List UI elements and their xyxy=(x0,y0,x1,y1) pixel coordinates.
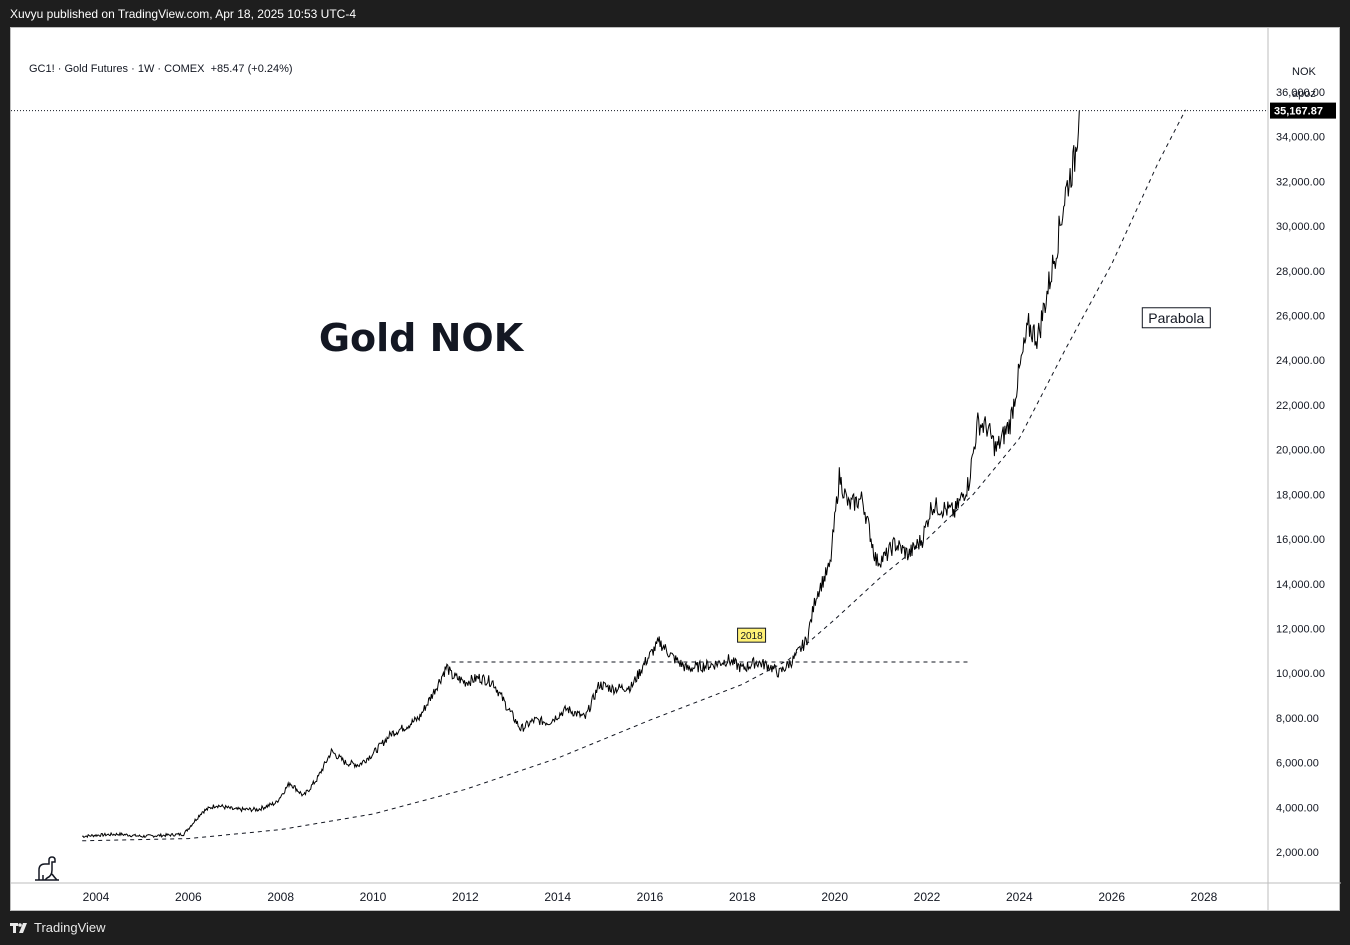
y-tick-label: 16,000.00 xyxy=(1276,534,1325,546)
publisher-header: Xuvyu published on TradingView.com, Apr … xyxy=(0,0,1350,27)
legend-interval: 1W xyxy=(137,63,155,75)
currency-selector[interactable]: NOK xyxy=(1292,66,1316,78)
symbol-legend[interactable]: GC1! · Gold Futures · 1W · COMEX +85.47 … xyxy=(29,63,293,75)
y-tick-label: 8,000.00 xyxy=(1276,713,1319,725)
y-tick-label: 14,000.00 xyxy=(1276,579,1325,591)
y-tick-label: 32,000.00 xyxy=(1276,176,1325,188)
x-tick-label: 2024 xyxy=(1006,890,1033,904)
y-tick-label: 30,000.00 xyxy=(1276,221,1325,233)
x-tick-label: 2028 xyxy=(1191,890,1218,904)
x-tick-label: 2006 xyxy=(175,890,202,904)
y-tick-label: 20,000.00 xyxy=(1276,445,1325,457)
y-tick-label: 6,000.00 xyxy=(1276,758,1319,770)
y-tick-label: 2,000.00 xyxy=(1276,847,1319,859)
x-tick-label: 2014 xyxy=(544,890,571,904)
last-price-label: 35,167.87 xyxy=(1274,106,1323,118)
y-tick-label: 18,000.00 xyxy=(1276,489,1325,501)
time-axis[interactable]: 2004 2006 2008 2010 2012 2014 2016 2018 2020 2022… xyxy=(83,890,1218,904)
x-tick-label: 2012 xyxy=(452,890,479,904)
chart-frame[interactable]: 2,000.00 4,000.00 6,000.00 8,000.00 10,000.0… xyxy=(10,27,1341,912)
annotation-layer: Parabola 2018 xyxy=(737,307,1211,643)
x-tick-label: 2010 xyxy=(360,890,387,904)
dinosaur-icon[interactable] xyxy=(35,856,59,881)
tradingview-brand[interactable]: TradingView xyxy=(10,920,106,935)
year-badge-box xyxy=(737,627,767,643)
last-price-badge xyxy=(1270,102,1336,119)
x-tick-label: 2008 xyxy=(267,890,294,904)
footer-bar: TradingView xyxy=(0,911,1350,945)
legend-name: Gold Futures xyxy=(64,63,129,75)
y-tick-label: 34,000.00 xyxy=(1276,132,1325,144)
y-tick-label: 22,000.00 xyxy=(1276,400,1325,412)
price-series-line xyxy=(82,110,1080,839)
x-tick-label: 2004 xyxy=(83,890,110,904)
year-badge-label: 2018 xyxy=(740,631,763,642)
legend-exchange: COMEX xyxy=(164,63,205,75)
parabola-curve[interactable] xyxy=(82,109,1186,842)
tradingview-logo-icon xyxy=(10,922,27,933)
price-scale-header: NOK apoz xyxy=(1286,61,1348,109)
price-axis[interactable]: 2,000.00 4,000.00 6,000.00 8,000.00 10,000.0… xyxy=(1276,87,1325,859)
y-tick-label: 36,000.00 xyxy=(1276,87,1325,99)
scale-mode[interactable]: apoz xyxy=(1292,88,1316,100)
y-tick-label: 24,000.00 xyxy=(1276,355,1325,367)
y-tick-label: 4,000.00 xyxy=(1276,802,1319,814)
legend-change: +85.47 xyxy=(210,63,245,75)
publisher-line: Xuvyu published on TradingView.com, Apr … xyxy=(10,7,356,21)
y-tick-label: 26,000.00 xyxy=(1276,311,1325,323)
y-tick-label: 10,000.00 xyxy=(1276,668,1325,680)
series-layer xyxy=(82,109,1186,842)
x-tick-label: 2016 xyxy=(637,890,664,904)
x-tick-label: 2026 xyxy=(1098,890,1125,904)
parabola-label: Parabola xyxy=(1148,310,1204,326)
chart-canvas[interactable]: 2,000.00 4,000.00 6,000.00 8,000.00 10,000.0… xyxy=(11,28,1341,912)
chart-title: Gold NOK xyxy=(319,316,525,360)
x-tick-label: 2018 xyxy=(729,890,756,904)
legend-symbol: GC1! xyxy=(29,63,55,75)
parabola-label-box xyxy=(1141,307,1211,329)
legend-change-pct: (+0.24%) xyxy=(247,63,293,75)
y-tick-label: 12,000.00 xyxy=(1276,623,1325,635)
brand-name: TradingView xyxy=(34,920,106,935)
x-tick-label: 2022 xyxy=(914,890,941,904)
y-tick-label: 28,000.00 xyxy=(1276,266,1325,278)
x-tick-label: 2020 xyxy=(821,890,848,904)
